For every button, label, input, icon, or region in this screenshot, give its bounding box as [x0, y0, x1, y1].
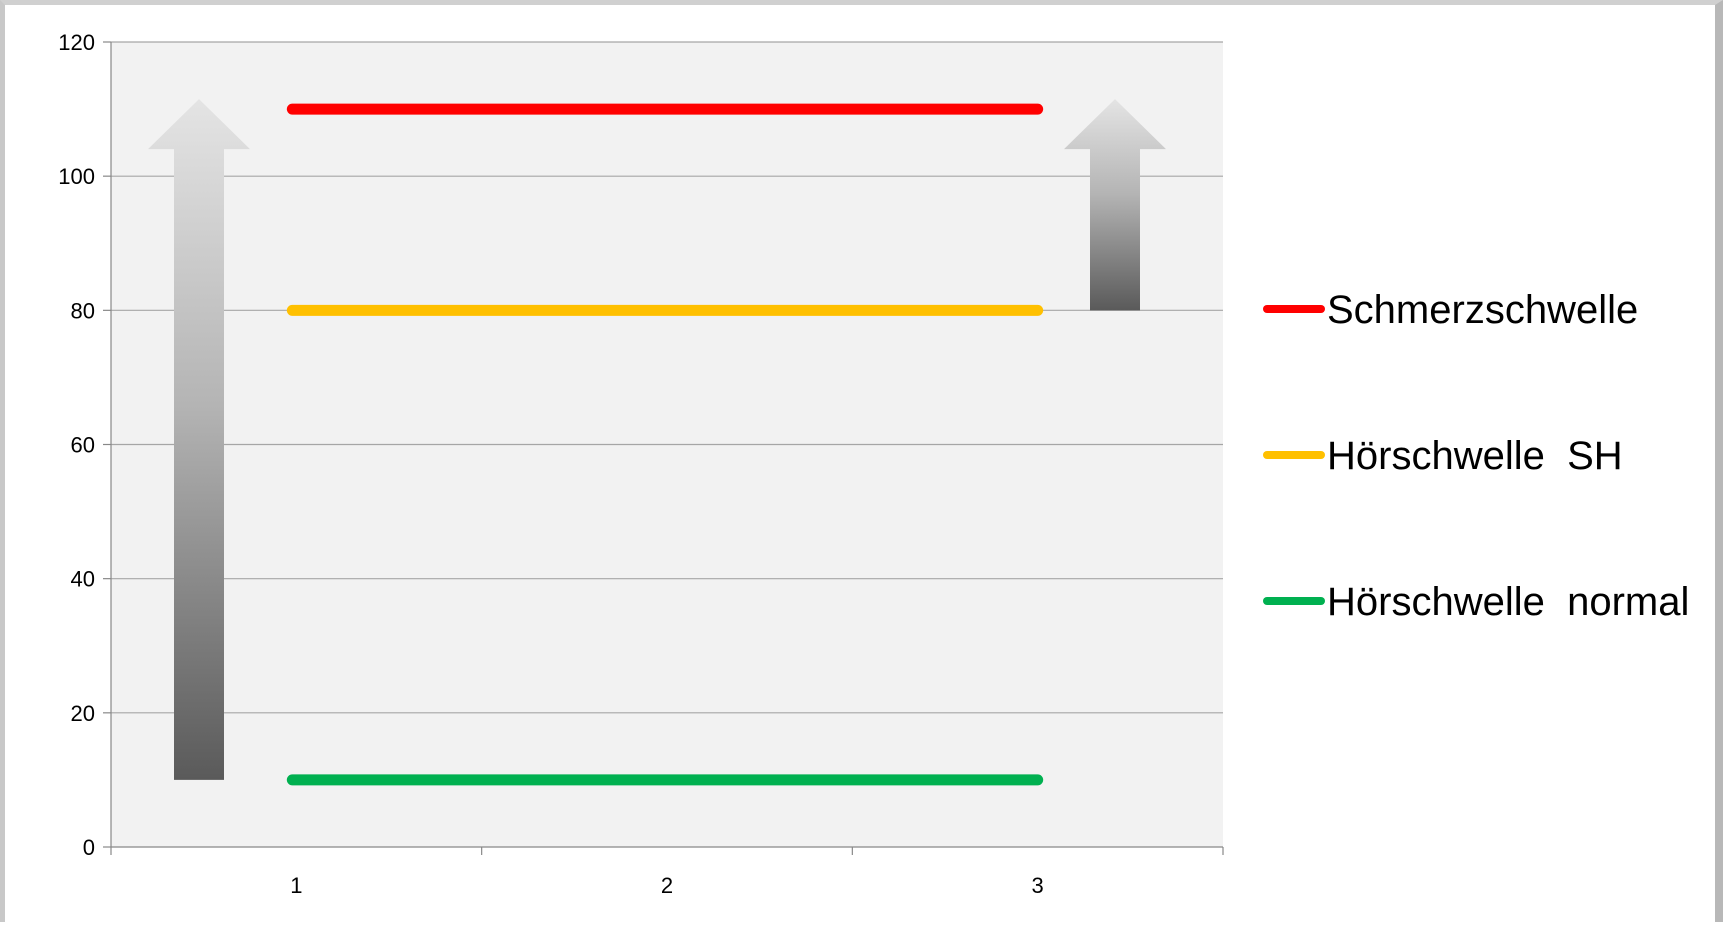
axes: 0 20 40 60 80 100 120 1 2 3 — [58, 30, 1224, 898]
up-arrow-annotation — [148, 99, 250, 780]
legend-label: Schmerzschwelle — [1327, 288, 1638, 332]
chart-svg: 0 20 40 60 80 100 120 1 2 3 Schmerzschwelle Hörsch… — [58, 30, 1689, 898]
y-tick-label: 20 — [71, 701, 95, 726]
y-tick-label: 80 — [71, 298, 95, 323]
legend: Schmerzschwelle Hörschwelle SH Hörschwelle… — [1263, 288, 1689, 624]
x-tick-label: 1 — [290, 873, 302, 898]
y-tick-label: 60 — [71, 433, 95, 458]
y-tick-label: 0 — [83, 835, 95, 860]
y-tick-label: 100 — [58, 164, 95, 189]
series-lines — [286, 103, 1044, 786]
legend-label: Hörschwelle SH — [1327, 434, 1623, 478]
up-arrow-annotation — [1064, 99, 1166, 311]
legend-label: Hörschwelle normal — [1327, 580, 1689, 624]
annotations — [148, 99, 1166, 780]
y-tick-label: 40 — [71, 567, 95, 592]
y-tick-label: 120 — [58, 30, 95, 55]
x-tick-label: 2 — [661, 873, 673, 898]
x-tick-label: 3 — [1032, 873, 1044, 898]
